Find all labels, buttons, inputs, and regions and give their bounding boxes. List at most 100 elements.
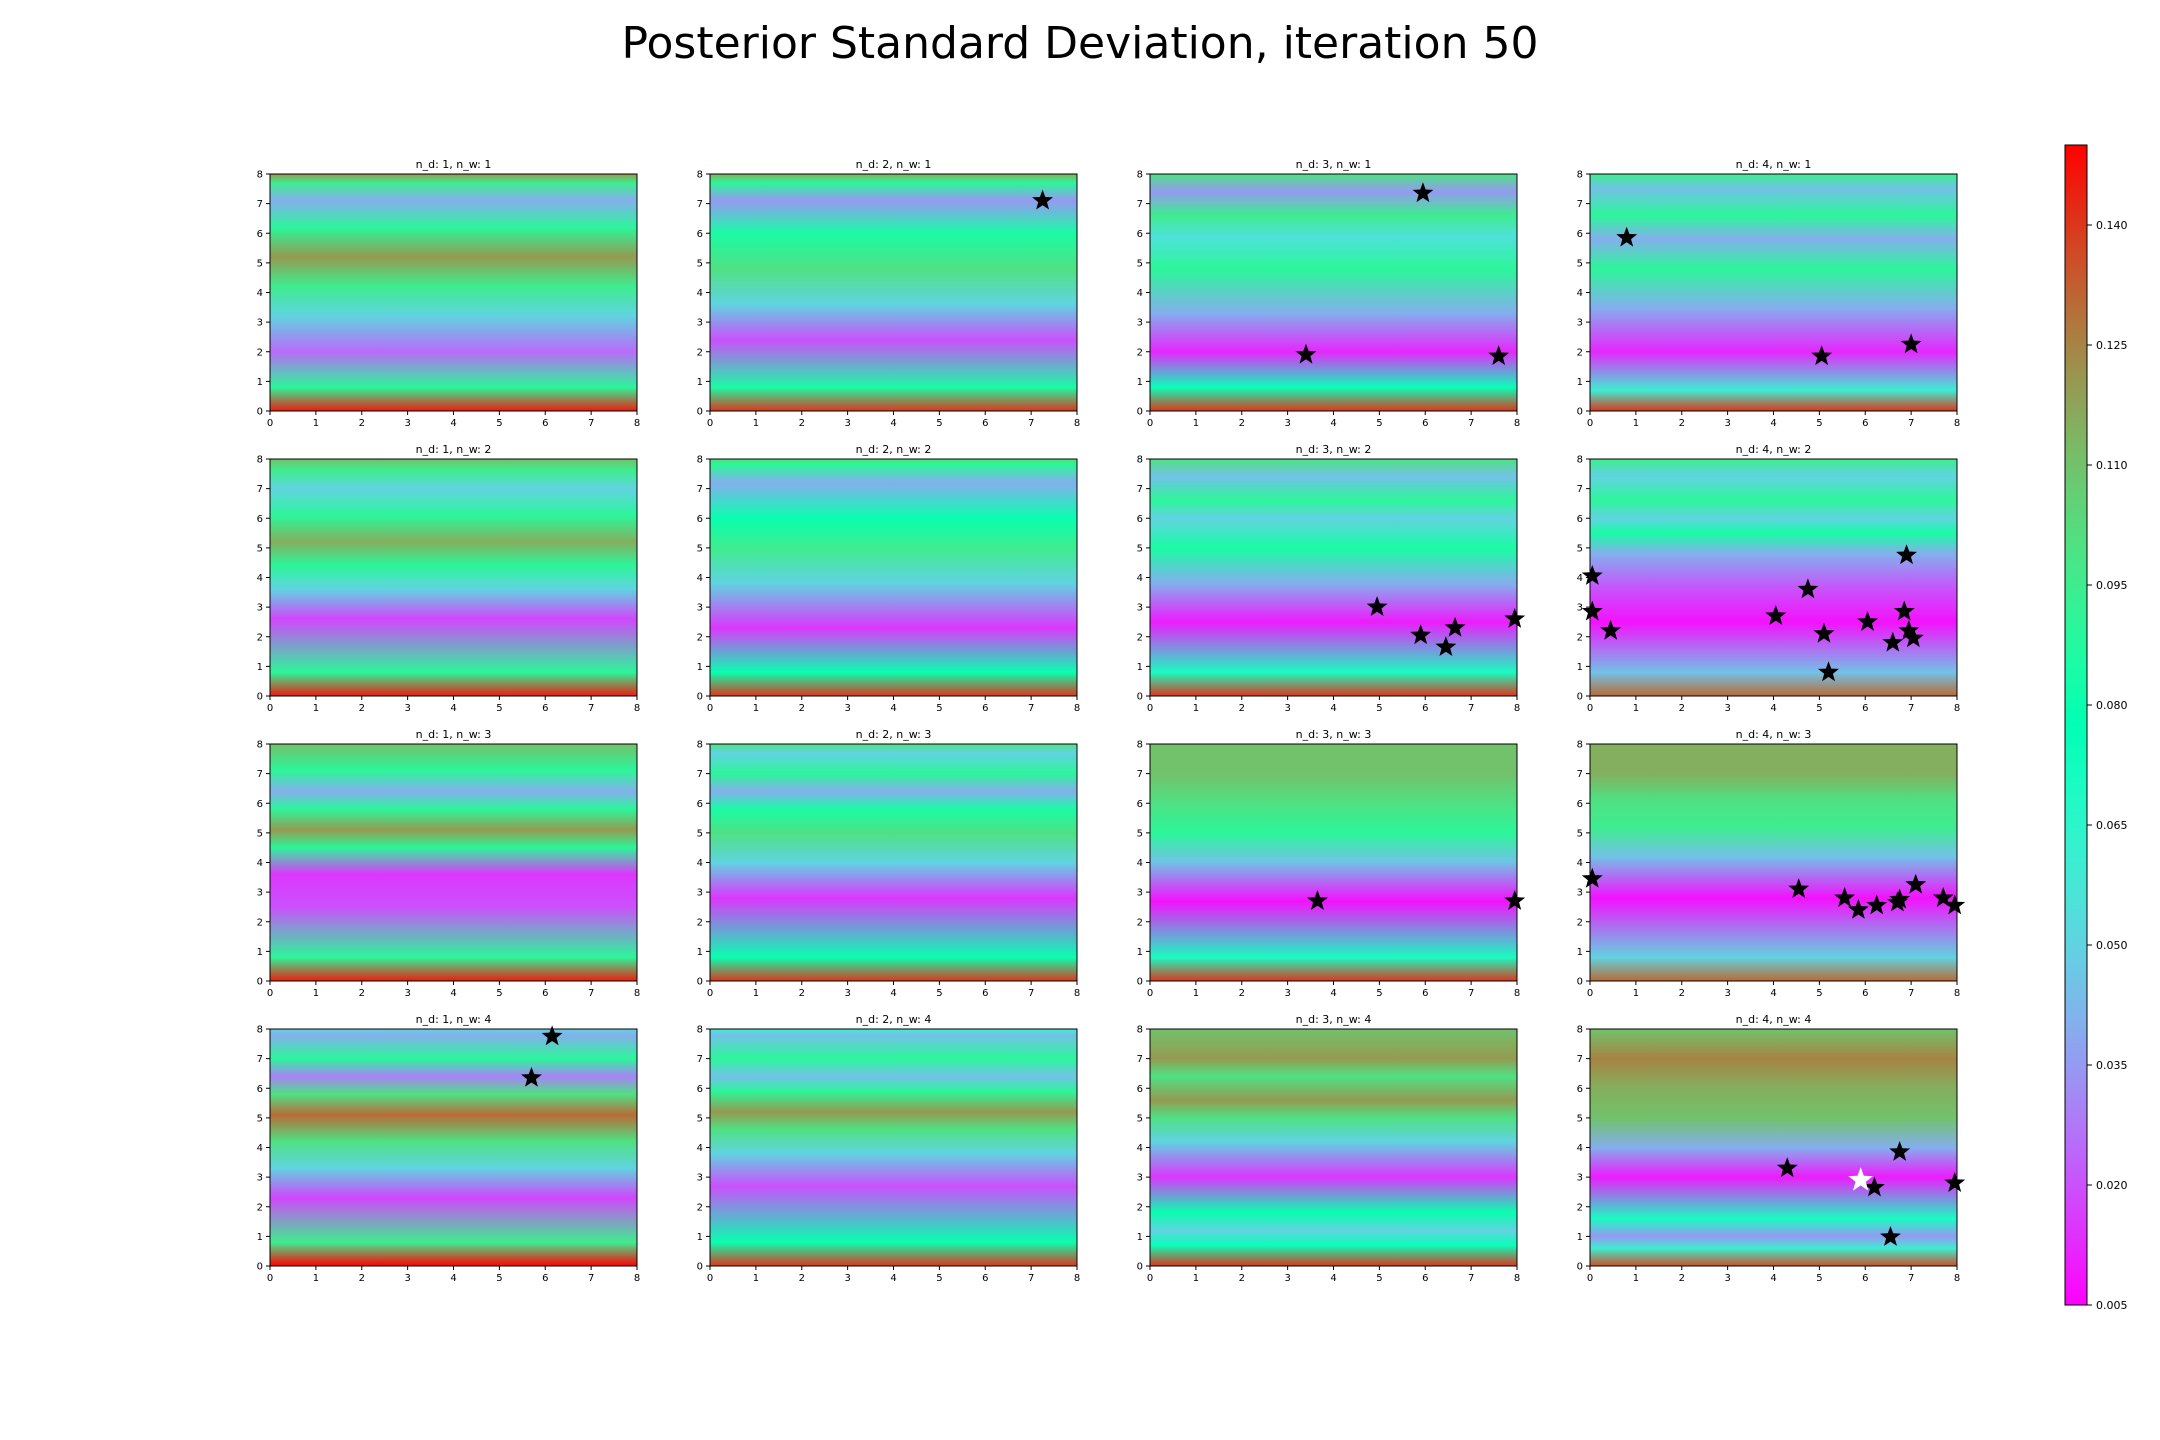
- sample-point-star: [521, 1066, 542, 1087]
- colorbar-tick-label: 0.080: [2096, 699, 2128, 712]
- sample-point-star: [1504, 890, 1526, 910]
- y-tick-label: 3: [1137, 603, 1143, 614]
- y-tick-label: 3: [697, 603, 703, 614]
- x-tick-label: 7: [1028, 988, 1034, 999]
- sample-point-star: [1797, 578, 1819, 599]
- sample-point-star: [1616, 226, 1638, 247]
- y-tick-label: 3: [257, 318, 263, 329]
- sample-point-star: [1834, 887, 1856, 907]
- x-tick-label: 0: [267, 418, 273, 429]
- x-tick-label: 8: [1074, 1273, 1080, 1284]
- x-tick-label: 6: [1422, 418, 1428, 429]
- sample-point-star: [1905, 873, 1927, 894]
- x-tick-label: 8: [634, 1273, 640, 1284]
- y-tick-label: 7: [697, 1054, 703, 1065]
- x-tick-label: 8: [634, 418, 640, 429]
- x-tick-label: 0: [707, 418, 713, 429]
- y-tick-label: 2: [697, 1202, 703, 1213]
- x-tick-label: 5: [936, 703, 942, 714]
- sample-point-star: [1880, 1225, 1901, 1246]
- sample-point-star: [1306, 890, 1328, 910]
- y-tick-label: 6: [1577, 1084, 1583, 1095]
- sample-point-star: [1788, 878, 1810, 899]
- sample-point-star: [1900, 333, 1922, 354]
- y-tick-label: 1: [697, 377, 703, 388]
- y-tick-label: 4: [1137, 288, 1143, 299]
- y-tick-label: 0: [1137, 407, 1143, 418]
- x-tick-label: 4: [450, 703, 456, 714]
- y-tick-label: 8: [697, 170, 703, 181]
- x-tick-label: 1: [313, 1273, 319, 1284]
- sample-point-star: [1444, 616, 1466, 637]
- y-tick-label: 8: [1577, 170, 1583, 181]
- panel-title: n_d: 1, n_w: 2: [416, 443, 492, 456]
- x-tick-label: 2: [799, 1273, 805, 1284]
- y-tick-label: 7: [697, 484, 703, 495]
- y-tick-label: 1: [1577, 1232, 1583, 1243]
- y-tick-label: 5: [697, 1113, 703, 1124]
- sample-point-star: [1893, 600, 1915, 621]
- x-tick-label: 0: [267, 1273, 273, 1284]
- x-tick-label: 2: [359, 1273, 365, 1284]
- y-tick-label: 5: [257, 543, 263, 554]
- x-tick-label: 7: [588, 418, 594, 429]
- x-tick-label: 4: [1330, 703, 1336, 714]
- x-tick-label: 5: [1376, 418, 1382, 429]
- x-tick-label: 8: [1954, 988, 1960, 999]
- y-tick-label: 0: [697, 692, 703, 703]
- y-tick-label: 1: [257, 1232, 263, 1243]
- x-tick-label: 3: [404, 703, 410, 714]
- sample-point-star: [1902, 627, 1924, 648]
- y-tick-label: 6: [1137, 799, 1143, 810]
- y-tick-label: 5: [697, 543, 703, 554]
- sample-point-star: [1765, 605, 1787, 625]
- sample-point-star: [1863, 1176, 1885, 1197]
- colorbar-tick-label: 0.140: [2096, 219, 2128, 232]
- heatmap-panel: n_d: 4, n_w: 3 0 1 2 3 4 5 6 7 8 0 1 2 3 4 5 6 7 8: [1577, 728, 1966, 999]
- x-tick-label: 6: [1422, 1273, 1428, 1284]
- x-tick-label: 8: [1954, 418, 1960, 429]
- y-tick-label: 7: [1137, 1054, 1143, 1065]
- panel-title: n_d: 1, n_w: 4: [416, 1013, 492, 1026]
- sample-point-star: [1882, 631, 1904, 652]
- heatmap-field: [270, 174, 637, 411]
- y-tick-label: 2: [1577, 1202, 1583, 1213]
- y-tick-label: 6: [697, 1084, 703, 1095]
- x-tick-label: 3: [404, 1273, 410, 1284]
- x-tick-label: 1: [1193, 703, 1199, 714]
- y-tick-label: 4: [697, 858, 703, 869]
- y-tick-label: 3: [697, 1173, 703, 1184]
- y-tick-label: 6: [1137, 229, 1143, 240]
- y-tick-label: 7: [1137, 484, 1143, 495]
- panel-title: n_d: 4, n_w: 3: [1736, 728, 1812, 741]
- x-tick-label: 6: [1862, 988, 1868, 999]
- y-tick-label: 2: [1577, 632, 1583, 643]
- colorbar-tick-label: 0.065: [2096, 819, 2128, 832]
- heatmap-field: [1150, 744, 1517, 981]
- x-tick-label: 7: [1468, 418, 1474, 429]
- x-tick-label: 0: [1587, 418, 1593, 429]
- y-tick-label: 0: [1137, 1262, 1143, 1273]
- y-tick-label: 3: [257, 603, 263, 614]
- x-tick-label: 3: [844, 418, 850, 429]
- x-tick-label: 3: [404, 988, 410, 999]
- y-tick-label: 3: [1577, 888, 1583, 899]
- sample-point-star: [1818, 661, 1840, 682]
- x-tick-label: 0: [707, 988, 713, 999]
- x-tick-label: 6: [542, 1273, 548, 1284]
- y-tick-label: 3: [697, 888, 703, 899]
- panel-title: n_d: 4, n_w: 2: [1736, 443, 1812, 456]
- x-tick-label: 5: [1816, 418, 1822, 429]
- x-tick-label: 0: [1147, 1273, 1153, 1284]
- x-tick-label: 4: [450, 418, 456, 429]
- x-tick-label: 8: [1514, 1273, 1520, 1284]
- colorbar-tick-label: 0.095: [2096, 579, 2128, 592]
- y-tick-label: 4: [1137, 1143, 1143, 1154]
- colorbar: 0.005 0.020 0.035 0.050 0.065 0.080 0.095 0.110…: [2064, 144, 2128, 1312]
- heatmap-field: [1150, 1029, 1517, 1266]
- heatmap-panel: n_d: 1, n_w: 2 0 1 2 3 4 5 6 7 8 0 1 2 3 4 5 6 7 8: [257, 443, 641, 714]
- x-tick-label: 3: [844, 703, 850, 714]
- x-tick-label: 6: [1862, 703, 1868, 714]
